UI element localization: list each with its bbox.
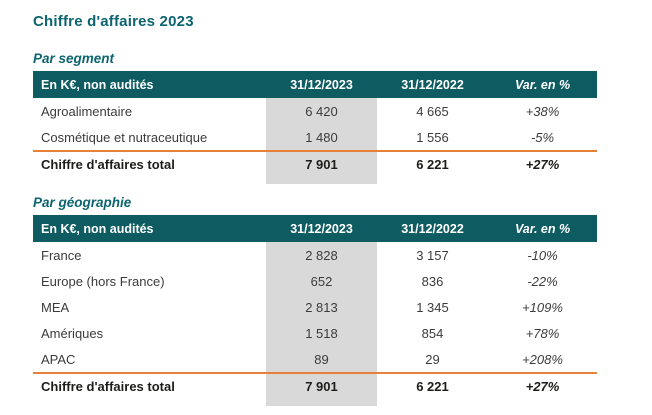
segment-header-row: En K€, non audités 31/12/2023 31/12/2022… xyxy=(33,71,597,98)
row-label: Amériques xyxy=(41,325,104,341)
header-cell-units: En K€, non audités xyxy=(41,77,154,92)
row-label: France xyxy=(41,247,82,263)
row-label: MEA xyxy=(41,299,70,315)
total-value-2022: 6 221 xyxy=(416,157,449,172)
header-cell-units: En K€, non audités xyxy=(41,221,154,236)
geography-section-title: Par géographie xyxy=(33,195,132,210)
value-2022: 29 xyxy=(425,351,440,367)
table-row: MEA 2 813 1 345 +109% xyxy=(33,294,597,320)
total-value-2023: 7 901 xyxy=(266,152,377,177)
header-cell-variation: Var. en % xyxy=(514,221,571,236)
value-variation: +208% xyxy=(522,351,563,367)
value-variation: -10% xyxy=(527,247,558,263)
total-value-2022: 6 221 xyxy=(416,379,449,394)
total-value-variation: +27% xyxy=(525,379,560,394)
row-label: Europe (hors France) xyxy=(41,273,165,289)
value-variation: +109% xyxy=(522,299,563,315)
value-2023: 1 518 xyxy=(266,320,377,346)
table-row: Agroalimentaire 6 420 4 665 +38% xyxy=(33,98,597,124)
value-variation: +38% xyxy=(525,103,560,119)
value-2023: 1 480 xyxy=(266,124,377,150)
table-row: Europe (hors France) 652 836 -22% xyxy=(33,268,597,294)
segment-section-title: Par segment xyxy=(33,51,115,66)
header-cell-2023: 31/12/2023 xyxy=(290,221,353,236)
table-row: APAC 89 29 +208% xyxy=(33,346,597,372)
total-row: Chiffre d'affaires total 7 901 6 221 +27… xyxy=(33,372,597,399)
table-row: Cosmétique et nutraceutique 1 480 1 556 … xyxy=(33,124,597,150)
total-label: Chiffre d'affaires total xyxy=(41,379,175,394)
table-row: Amériques 1 518 854 +78% xyxy=(33,320,597,346)
row-label: Cosmétique et nutraceutique xyxy=(41,129,208,145)
value-variation: -5% xyxy=(530,129,555,145)
value-2022: 1 345 xyxy=(416,299,449,315)
value-2023: 6 420 xyxy=(266,98,377,124)
table-row: France 2 828 3 157 -10% xyxy=(33,242,597,268)
total-label: Chiffre d'affaires total xyxy=(41,157,175,172)
header-cell-2023: 31/12/2023 xyxy=(290,77,353,92)
geography-table: En K€, non audités 31/12/2023 31/12/2022… xyxy=(33,215,597,406)
value-2023: 89 xyxy=(266,346,377,372)
value-2022: 836 xyxy=(421,273,444,289)
row-label: APAC xyxy=(41,351,76,367)
highlight-column-tail xyxy=(33,177,597,184)
segment-section: Par segment En K€, non audités 31/12/202… xyxy=(33,51,597,184)
geography-header-row: En K€, non audités 31/12/2023 31/12/2022… xyxy=(33,215,597,242)
row-label: Agroalimentaire xyxy=(41,103,133,119)
header-cell-2022: 31/12/2022 xyxy=(401,221,464,236)
highlight-column-tail xyxy=(33,399,597,406)
geography-section: Par géographie En K€, non audités 31/12/… xyxy=(33,195,597,406)
total-value-variation: +27% xyxy=(525,157,560,172)
value-2023: 652 xyxy=(266,268,377,294)
value-2023: 2 813 xyxy=(266,294,377,320)
value-2022: 854 xyxy=(421,325,444,341)
revenue-report-page: Chiffre d'affaires 2023 Par segment En K… xyxy=(33,13,597,406)
total-row: Chiffre d'affaires total 7 901 6 221 +27… xyxy=(33,150,597,177)
total-value-2023: 7 901 xyxy=(266,374,377,399)
value-2022: 4 665 xyxy=(416,103,449,119)
header-cell-variation: Var. en % xyxy=(514,77,571,92)
segment-table: En K€, non audités 31/12/2023 31/12/2022… xyxy=(33,71,597,184)
value-2022: 1 556 xyxy=(416,129,449,145)
value-2022: 3 157 xyxy=(416,247,449,263)
header-cell-2022: 31/12/2022 xyxy=(401,77,464,92)
value-variation: -22% xyxy=(527,273,558,289)
page-title: Chiffre d'affaires 2023 xyxy=(33,13,194,30)
value-2023: 2 828 xyxy=(266,242,377,268)
value-variation: +78% xyxy=(525,325,560,341)
